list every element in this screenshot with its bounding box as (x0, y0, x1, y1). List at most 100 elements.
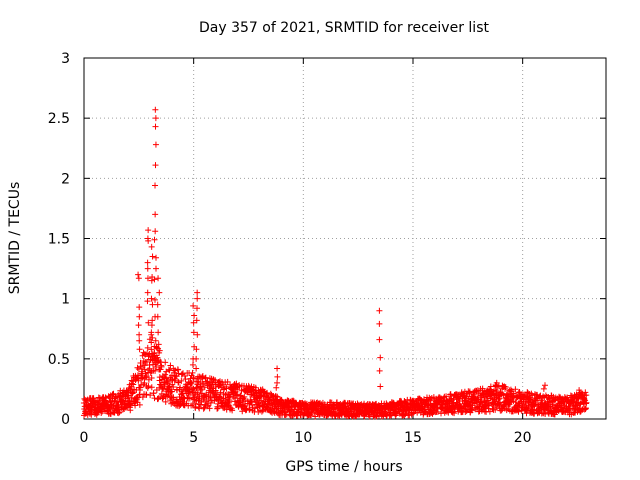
data-point (137, 384, 144, 391)
data-point (106, 393, 113, 400)
data-point (193, 355, 200, 362)
data-point (152, 337, 159, 344)
x-tick-label: 0 (80, 430, 89, 446)
data-point (492, 387, 499, 394)
data-point (200, 405, 207, 412)
data-point (136, 346, 143, 353)
data-point (468, 407, 475, 414)
data-point (410, 410, 417, 417)
data-point (166, 367, 173, 374)
data-point (569, 405, 576, 412)
data-point (532, 397, 539, 404)
data-point (148, 243, 155, 250)
data-point (199, 375, 206, 382)
data-point (162, 359, 169, 366)
data-point (144, 289, 151, 296)
data-point (170, 394, 177, 401)
data-point (190, 375, 197, 382)
data-points (80, 106, 590, 420)
data-point (551, 397, 558, 404)
data-point (152, 367, 159, 374)
data-point (151, 236, 158, 243)
data-point (231, 389, 238, 396)
data-point (194, 295, 201, 302)
y-tick-label: 1 (61, 292, 70, 308)
data-point (165, 366, 172, 373)
data-point (376, 367, 383, 374)
data-point (193, 317, 200, 324)
data-point (172, 367, 179, 374)
data-point (193, 365, 200, 372)
data-point (190, 302, 197, 309)
data-point (193, 384, 200, 391)
data-point (241, 393, 248, 400)
y-tick-label: 1.5 (48, 232, 70, 248)
data-point (177, 384, 184, 391)
data-point (540, 393, 547, 400)
data-point (83, 397, 90, 404)
data-point (377, 383, 384, 390)
data-point (136, 304, 143, 311)
data-point (151, 276, 158, 283)
data-point (148, 339, 155, 346)
data-point (155, 358, 162, 365)
data-point (427, 396, 434, 403)
data-point (217, 389, 224, 396)
data-point (99, 408, 106, 415)
data-point (129, 390, 136, 397)
data-point (154, 354, 161, 361)
data-point (143, 373, 150, 380)
data-point (132, 402, 139, 409)
data-point (148, 277, 155, 284)
data-point (148, 331, 155, 338)
data-point (130, 381, 137, 388)
data-point (162, 398, 169, 405)
data-point (522, 399, 529, 406)
data-point (154, 301, 161, 308)
x-tick-label: 10 (294, 430, 312, 446)
data-point (489, 405, 496, 412)
data-point (149, 301, 156, 308)
data-point (155, 329, 162, 336)
data-point (89, 403, 96, 410)
data-point (128, 394, 135, 401)
data-point (449, 409, 456, 416)
data-point (145, 319, 152, 326)
data-point (148, 295, 155, 302)
data-point (152, 228, 159, 235)
data-point (502, 383, 509, 390)
data-point (194, 305, 201, 312)
x-tick-label: 5 (189, 430, 198, 446)
data-point (583, 405, 590, 412)
data-point (234, 391, 241, 398)
data-point (189, 361, 196, 368)
data-point (251, 405, 258, 412)
y-tick-label: 3 (61, 51, 70, 67)
data-point (170, 384, 177, 391)
data-point (172, 375, 179, 382)
data-point (175, 379, 182, 386)
y-axis-label: SRMTID / TECUs (7, 182, 23, 295)
data-point (135, 322, 142, 329)
data-point (162, 371, 169, 378)
data-point (312, 413, 319, 420)
data-point (463, 408, 470, 415)
data-point (481, 398, 488, 405)
data-point (324, 412, 331, 419)
axis-ticks: 0 0.5 1 1.5 2 2.5 3 0 5 10 15 20 (48, 51, 606, 446)
y-tick-label: 0.5 (48, 352, 70, 368)
data-point (486, 408, 493, 415)
data-point (186, 395, 193, 402)
data-point (150, 390, 157, 397)
data-point (236, 381, 243, 388)
data-point (217, 381, 224, 388)
data-point (152, 123, 159, 130)
data-point (193, 346, 200, 353)
data-point (273, 384, 280, 391)
data-point (130, 389, 137, 396)
data-point (134, 364, 141, 371)
y-tick-label: 2 (61, 171, 70, 187)
data-point (498, 407, 505, 414)
data-point (577, 389, 584, 396)
